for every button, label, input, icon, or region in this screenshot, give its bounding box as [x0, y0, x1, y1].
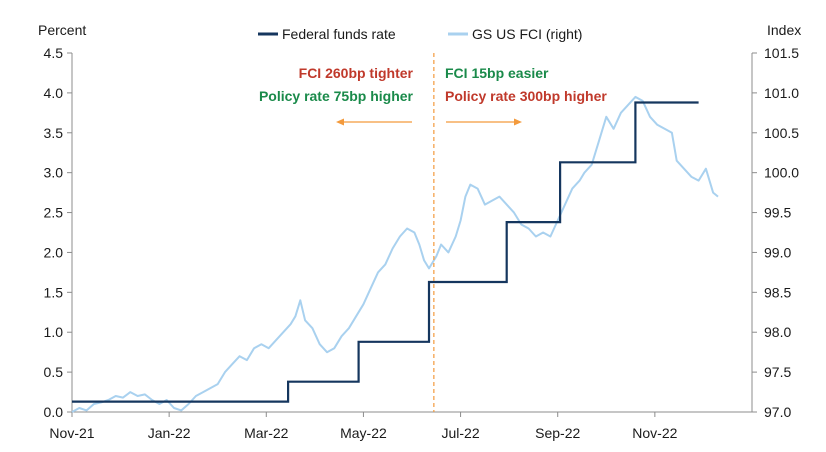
left-arrow-icon — [336, 118, 412, 126]
left-tick-label: 1.0 — [44, 324, 64, 340]
x-tick-label: Nov-21 — [49, 425, 94, 441]
annotation-left-fci: FCI 260bp tighter — [299, 65, 414, 81]
right-axis-ticks: 97.0 97.5 98.0 98.5 99.0 99.5 100.0 100.5 101.0 1… — [752, 45, 799, 420]
right-tick-label: 100.5 — [764, 125, 799, 141]
left-tick-label: 2.5 — [44, 205, 64, 221]
x-tick-label: Jul-22 — [442, 425, 480, 441]
right-tick-label: 101.0 — [764, 85, 799, 101]
right-tick-label: 97.0 — [764, 404, 791, 420]
left-tick-label: 4.5 — [44, 45, 64, 61]
right-tick-label: 101.5 — [764, 45, 799, 61]
annotation-right-fci: FCI 15bp easier — [445, 65, 549, 81]
right-tick-label: 99.5 — [764, 205, 791, 221]
annotation-left-policy: Policy rate 75bp higher — [259, 88, 414, 104]
left-tick-label: 3.5 — [44, 125, 64, 141]
x-tick-label: Nov-22 — [632, 425, 677, 441]
left-tick-label: 3.0 — [44, 165, 64, 181]
left-tick-label: 0.5 — [44, 364, 64, 380]
x-axis-ticks: Nov-21 Jan-22 Mar-22 May-22 Jul-22 Sep-22 Nov-… — [49, 412, 678, 441]
right-tick-label: 98.5 — [764, 284, 791, 300]
annotation-right-policy: Policy rate 300bp higher — [445, 88, 607, 104]
right-axis-title: Index — [767, 22, 801, 38]
left-tick-label: 0.0 — [44, 404, 64, 420]
x-tick-label: Sep-22 — [535, 425, 580, 441]
left-tick-label: 1.5 — [44, 284, 64, 300]
fed-funds-series-line — [72, 101, 699, 403]
legend-fci-label: GS US FCI (right) — [472, 26, 582, 42]
x-tick-label: Jan-22 — [148, 425, 191, 441]
right-tick-label: 100.0 — [764, 165, 799, 181]
right-tick-label: 97.5 — [764, 364, 791, 380]
left-tick-label: 2.0 — [44, 244, 64, 260]
right-arrow-icon — [446, 118, 522, 126]
left-axis-title: Percent — [38, 22, 86, 38]
x-tick-label: May-22 — [340, 425, 387, 441]
left-axis-ticks: 0.0 0.5 1.0 1.5 2.0 2.5 3.0 3.5 4.0 4.5 — [44, 45, 72, 420]
fci-series-line — [71, 95, 719, 413]
legend-fed-funds-label: Federal funds rate — [282, 26, 396, 42]
x-tick-label: Mar-22 — [244, 425, 289, 441]
right-tick-label: 98.0 — [764, 324, 791, 340]
left-tick-label: 4.0 — [44, 85, 64, 101]
right-tick-label: 99.0 — [764, 244, 791, 260]
